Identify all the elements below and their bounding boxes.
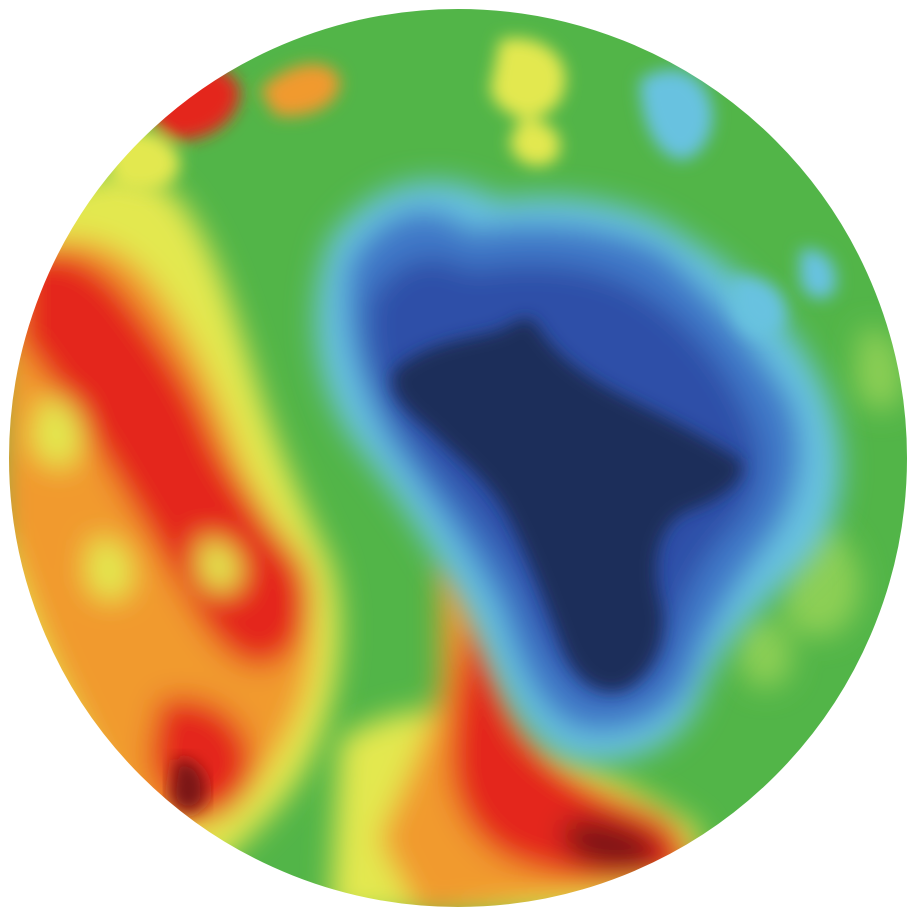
cold-filaments-northeast xyxy=(640,69,836,337)
darkest-region xyxy=(392,318,742,691)
cold-core xyxy=(392,318,742,691)
red-region xyxy=(450,620,688,884)
yellow-region xyxy=(30,398,83,469)
yellow-region xyxy=(198,539,241,593)
disc-edge xyxy=(7,7,909,909)
cyan-region xyxy=(800,249,836,299)
darkred-region xyxy=(562,819,660,870)
yellow-light-region xyxy=(855,328,903,411)
cyan-region xyxy=(640,69,713,160)
yellow-region xyxy=(490,38,566,119)
darkred-region xyxy=(170,759,206,813)
cyan-region xyxy=(730,277,786,337)
warm-peak-southwest xyxy=(170,759,206,813)
yellow-region xyxy=(510,119,561,167)
yellow-light-region xyxy=(738,618,792,689)
orange-region xyxy=(260,63,340,117)
yellow-region xyxy=(85,538,133,601)
